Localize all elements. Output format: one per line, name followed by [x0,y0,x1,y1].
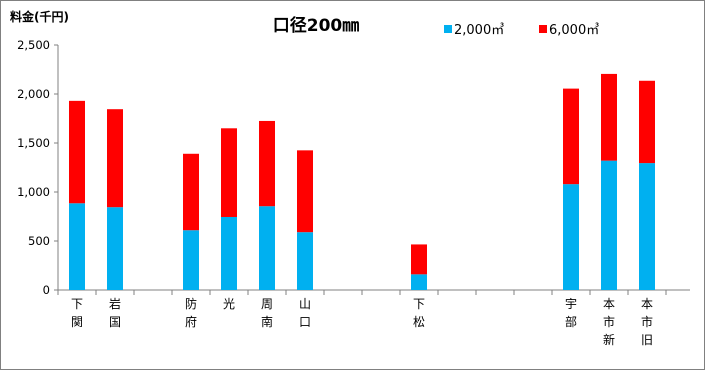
x-category-label: 下 [71,297,83,311]
x-category-label: 部 [565,314,577,329]
bar-segment-2000 [107,207,123,290]
y-tick-label: 1,000 [17,185,50,199]
x-category-label: 新 [603,332,615,347]
x-category-label: 防 [185,296,197,311]
bar-segment-6000 [601,73,617,161]
chart-title: 口径200㎜ [273,15,360,36]
x-category-label: 府 [185,314,197,329]
bars [69,73,655,290]
bar-segment-2000 [601,160,617,290]
x-category-label: 山 [299,297,311,311]
bar-segment-6000 [563,88,579,185]
bar-segment-6000 [183,153,199,231]
axes: 0 500 1,000 1,500 2,000 2,500 [17,38,690,297]
bar-segment-6000 [259,120,275,207]
x-category-label: 岩 [109,296,121,311]
legend-label-6000: 6,000㎥ [549,23,599,38]
y-tick-label: 1,500 [17,136,50,150]
bar-segment-6000 [221,128,237,217]
x-category-label: 国 [109,315,121,329]
x-category-label: 旧 [641,333,653,347]
x-category-label: 南 [261,314,273,329]
x-category-label: 周 [261,297,273,311]
bar-segment-2000 [411,274,427,290]
bar-segment-2000 [69,203,85,290]
x-category-label: 市 [641,314,653,329]
bar-segment-2000 [259,206,275,290]
x-category-label: 本 [641,297,653,311]
bar-segment-6000 [639,80,655,164]
bar-segment-6000 [107,109,123,208]
y-tick-label: 500 [28,234,50,248]
y-tick-label: 2,000 [17,87,50,101]
x-category-label: 市 [603,314,615,329]
bar-segment-6000 [297,150,313,233]
x-category-label: 口 [299,315,311,329]
x-category-label: 光 [223,297,235,311]
x-category-label: 松 [413,315,425,329]
x-category-label: 関 [71,315,83,329]
x-category-label: 宇 [565,297,577,311]
y-tick-label: 2,500 [17,38,50,52]
bar-segment-2000 [221,216,237,290]
bar-segment-2000 [639,163,655,290]
legend-swatch-2000 [444,25,452,33]
bar-segment-2000 [183,230,199,290]
bar-segment-6000 [411,244,427,275]
legend-swatch-6000 [539,25,547,33]
y-tick-label: 0 [43,283,50,297]
y-axis-label: 料金(千円) [10,9,69,24]
legend-label-2000: 2,000㎥ [454,23,504,38]
legend: 2,000㎥ 6,000㎥ [444,23,599,38]
bar-segment-2000 [297,232,313,290]
bar-segment-2000 [563,184,579,290]
x-category-label: 本 [603,297,615,311]
bar-segment-6000 [69,100,85,204]
x-category-label: 下 [413,297,425,311]
